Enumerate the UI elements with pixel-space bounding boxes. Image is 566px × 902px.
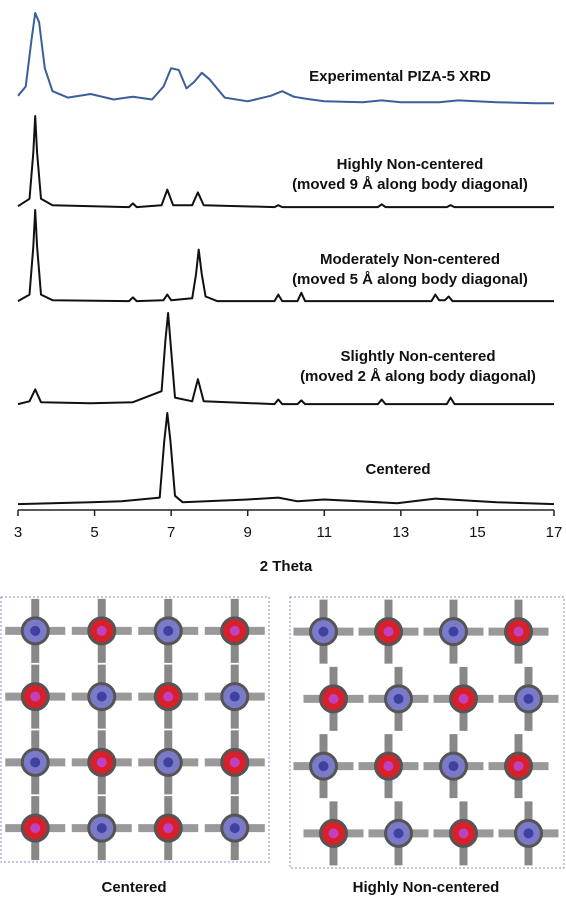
- node-core: [163, 757, 173, 767]
- x-tick-label: 9: [244, 524, 252, 541]
- series-note: (moved 5 Å along body diagonal): [292, 271, 528, 288]
- x-tick-label: 3: [14, 524, 22, 541]
- series-label: Experimental PIZA-5 XRD: [309, 68, 491, 85]
- figure-caption: Centered: [101, 879, 166, 896]
- node-core: [230, 823, 240, 833]
- node-core: [329, 694, 339, 704]
- node-core: [524, 694, 534, 704]
- node-core: [394, 828, 404, 838]
- node-core: [459, 694, 469, 704]
- node-core: [30, 692, 40, 702]
- node-core: [97, 757, 107, 767]
- node-core: [524, 828, 534, 838]
- node-core: [449, 761, 459, 771]
- series-note: (moved 2 Å along body diagonal): [300, 368, 536, 385]
- node-core: [163, 823, 173, 833]
- series-label: Moderately Non-centered: [320, 251, 500, 268]
- node-core: [30, 823, 40, 833]
- figure: 2 Theta Centered Highly Non-centered 3 5 7…: [0, 0, 566, 902]
- series-note: (moved 9 Å along body diagonal): [292, 176, 528, 193]
- node-core: [163, 692, 173, 702]
- node-core: [394, 694, 404, 704]
- x-tick-label: 17: [546, 524, 563, 541]
- node-core: [384, 627, 394, 637]
- xrd-line: [18, 13, 554, 103]
- series-label: Highly Non-centered: [337, 156, 484, 173]
- node-core: [514, 627, 524, 637]
- series-label: Slightly Non-centered: [340, 348, 495, 365]
- node-core: [97, 823, 107, 833]
- node-core: [319, 761, 329, 771]
- node-core: [230, 692, 240, 702]
- node-core: [230, 626, 240, 636]
- node-core: [329, 828, 339, 838]
- xrd-line: [18, 413, 554, 504]
- x-tick-label: 13: [393, 524, 410, 541]
- node-core: [449, 627, 459, 637]
- x-tick-label: 15: [469, 524, 486, 541]
- figure-caption: Highly Non-centered: [353, 879, 500, 896]
- node-core: [230, 757, 240, 767]
- node-core: [319, 627, 329, 637]
- node-core: [30, 626, 40, 636]
- node-core: [30, 757, 40, 767]
- node-core: [97, 626, 107, 636]
- x-axis-label: 2 Theta: [260, 558, 313, 575]
- node-core: [97, 692, 107, 702]
- series-label: Centered: [365, 461, 430, 478]
- node-core: [459, 828, 469, 838]
- node-core: [514, 761, 524, 771]
- x-tick-label: 5: [90, 524, 98, 541]
- node-core: [384, 761, 394, 771]
- node-core: [163, 626, 173, 636]
- x-tick-label: 7: [167, 524, 175, 541]
- x-tick-label: 11: [316, 524, 332, 541]
